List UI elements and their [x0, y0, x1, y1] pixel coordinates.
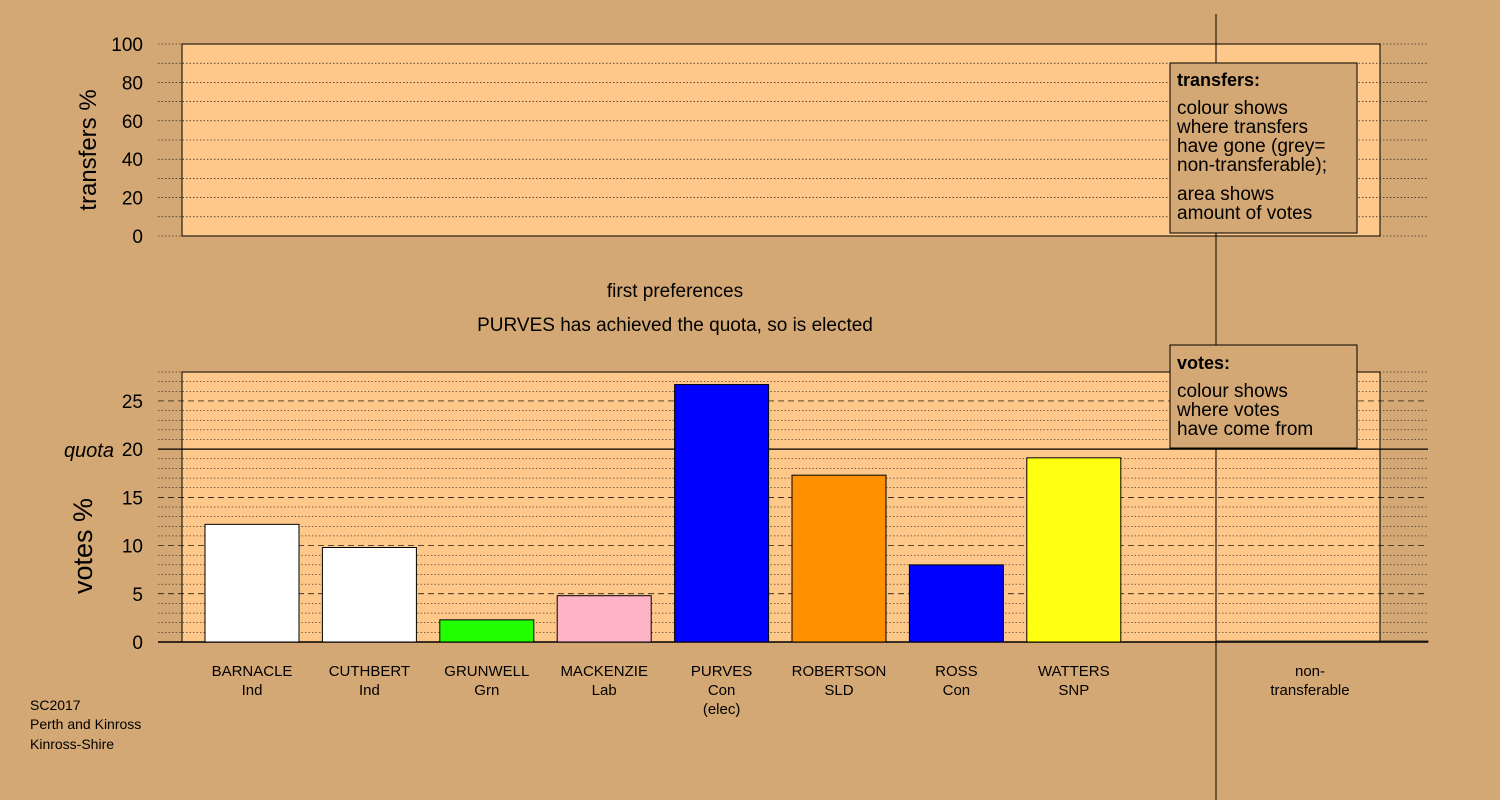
- candidate-status-label: (elec): [703, 701, 741, 718]
- votes-y-tick-label: 15: [122, 488, 143, 509]
- candidate-name-label: ROSS: [935, 663, 978, 680]
- transfers-y-tick-label: 100: [111, 35, 143, 56]
- transfers-y-tick-label: 40: [122, 150, 143, 171]
- transfers-y-tick-label: 60: [122, 112, 143, 133]
- bar-cuthbert: [321, 547, 417, 643]
- bar-mackenzie: [556, 595, 652, 643]
- candidate-party-label: Grn: [474, 682, 499, 699]
- votes-legend-title: votes:: [1177, 353, 1230, 373]
- candidate-name-label: MACKENZIE: [560, 663, 648, 680]
- bar-watters: [1026, 457, 1122, 643]
- transfers-y-axis-label: transfers %: [75, 89, 102, 210]
- votes-bars: [204, 384, 1429, 643]
- bar-barnacle: [204, 523, 300, 643]
- transfers-legend-line: area shows: [1177, 184, 1274, 205]
- quota-label: quota: [64, 440, 114, 462]
- candidate-name-label: GRUNWELL: [444, 663, 529, 680]
- transfers-y-ticks: 0 20 40 60 80 100: [111, 35, 143, 248]
- bar-ross: [908, 564, 1004, 643]
- candidate-party-label: Lab: [592, 682, 617, 699]
- transfers-legend-line: amount of votes: [1177, 203, 1312, 224]
- votes-legend-line: where votes: [1176, 400, 1279, 421]
- votes-y-tick-label: 5: [132, 585, 143, 606]
- source-line: SC2017: [30, 697, 81, 713]
- votes-y-tick-label: 0: [132, 633, 143, 654]
- candidate-party-label: Con: [708, 682, 736, 699]
- candidate-labels: BARNACLE Ind CUTHBERT Ind GRUNWELL Grn MACKENZ…: [212, 663, 1350, 718]
- candidate-name-label: BARNACLE: [212, 663, 293, 680]
- transfers-y-tick-label: 0: [132, 227, 143, 248]
- votes-y-tick-label: 25: [122, 392, 143, 413]
- source-line: Perth and Kinross: [30, 716, 141, 732]
- transfers-legend-line: colour shows: [1177, 98, 1288, 119]
- votes-legend-line: have come from: [1177, 419, 1313, 440]
- candidate-party-label: Con: [943, 682, 971, 699]
- transfers-legend-line: where transfers: [1176, 117, 1308, 138]
- transfers-y-tick-label: 80: [122, 73, 143, 94]
- bar-nontransferable: [1215, 640, 1429, 643]
- nontransferable-label: transferable: [1270, 682, 1349, 699]
- votes-y-tick-label: 20: [122, 440, 143, 461]
- transfers-legend-title: transfers:: [1177, 70, 1260, 90]
- candidate-party-label: SNP: [1058, 682, 1089, 699]
- transfers-legend: transfers: colour shows where transfers …: [1169, 62, 1358, 234]
- stage-subtitle: PURVES has achieved the quota, so is ele…: [477, 315, 873, 336]
- candidate-name-label: WATTERS: [1038, 663, 1110, 680]
- candidate-party-label: SLD: [824, 682, 853, 699]
- stage-title: first preferences: [607, 281, 743, 302]
- transfers-legend-line: have gone (grey=: [1177, 136, 1325, 157]
- candidate-party-label: Ind: [242, 682, 263, 699]
- source-line: Kinross-Shire: [30, 736, 114, 752]
- bar-grunwell: [439, 619, 535, 643]
- candidate-name-label: CUTHBERT: [329, 663, 410, 680]
- bar-robertson: [791, 474, 887, 643]
- votes-legend-line: colour shows: [1177, 381, 1288, 402]
- votes-y-tick-label: 10: [122, 537, 143, 558]
- transfers-y-tick-label: 20: [122, 189, 143, 210]
- votes-legend: votes: colour shows where votes have com…: [1169, 344, 1358, 449]
- transfers-legend-line: non-transferable);: [1177, 155, 1327, 176]
- candidate-name-label: ROBERTSON: [792, 663, 887, 680]
- votes-y-axis-label: votes %: [68, 498, 98, 594]
- votes-legend-box: [1169, 344, 1358, 449]
- votes-y-ticks: 0 5 10 15 20 25: [122, 392, 143, 654]
- transfers-legend-box: [1169, 62, 1358, 234]
- nontransferable-label: non-: [1295, 663, 1325, 680]
- bar-purves: [674, 384, 770, 643]
- candidate-party-label: Ind: [359, 682, 380, 699]
- candidate-name-label: PURVES: [691, 663, 752, 680]
